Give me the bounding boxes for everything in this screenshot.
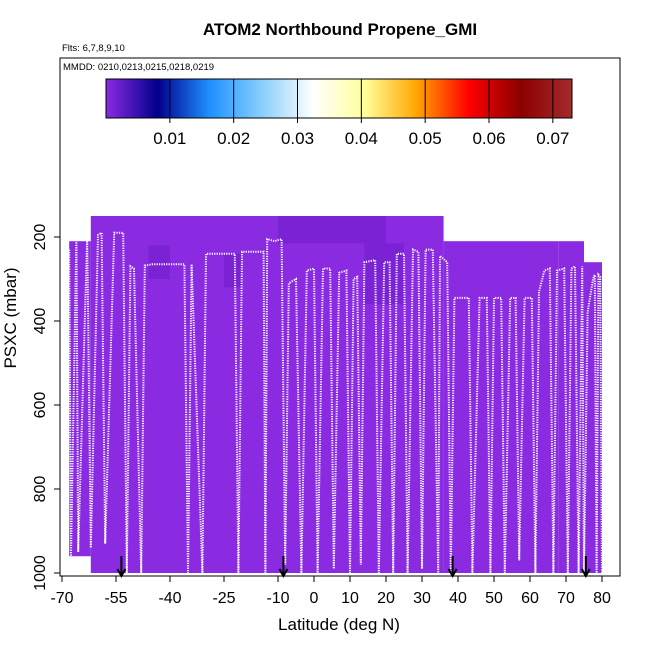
- colorbar-ticks: 0.01 0.02 0.03 0.04 0.05 0.06 0.07: [153, 79, 569, 148]
- x-axis-label: Latitude (deg N): [278, 615, 400, 634]
- field-patch: [148, 245, 170, 279]
- field-segment-flight-9: [558, 241, 584, 573]
- x-tick-label: 40: [449, 590, 467, 607]
- field-patch: [278, 216, 386, 244]
- y-axis: 200 400 600 800 1000: [32, 224, 60, 591]
- down-arrow-icon: [278, 556, 289, 579]
- colorbar-tick-label: 0.06: [472, 129, 505, 148]
- y-tick-label: 600: [32, 392, 49, 419]
- x-tick-label: -25: [212, 590, 235, 607]
- x-tick-label: 20: [377, 590, 395, 607]
- x-tick-label: 80: [593, 590, 611, 607]
- colorbar: 0.01 0.02 0.03 0.04 0.05 0.06 0.07: [105, 78, 573, 148]
- x-tick-label: 60: [521, 590, 539, 607]
- x-tick-label: 70: [557, 590, 575, 607]
- y-tick-label: 400: [32, 308, 49, 335]
- colorbar-tick-label: 0.04: [345, 129, 378, 148]
- chart-title: ATOM2 Northbound Propene_GMI: [203, 20, 477, 39]
- x-tick-label: 50: [485, 590, 503, 607]
- y-tick-label: 800: [32, 476, 49, 503]
- plot-area: MMDD: 0210,0213,0215,0218,0219: [59, 57, 621, 579]
- colorbar-tick-label: 0.05: [409, 129, 442, 148]
- dates-label: MMDD: 0210,0213,0215,0218,0219: [63, 62, 214, 73]
- colorbar-tick-label: 0.01: [153, 129, 186, 148]
- x-tick-label: 10: [341, 590, 359, 607]
- x-tick-label: 30: [413, 590, 431, 607]
- flight-arrows: [116, 556, 591, 579]
- x-tick-label: -55: [104, 590, 127, 607]
- x-tick-label: -10: [266, 590, 289, 607]
- y-tick-label: 200: [32, 224, 49, 251]
- flight-track: [68, 231, 603, 574]
- field-segment-flight-8: [443, 241, 559, 573]
- colorbar-tick-label: 0.02: [217, 129, 250, 148]
- plot-frame: [59, 57, 621, 577]
- down-arrow-icon: [580, 556, 591, 579]
- x-tick-label: -70: [50, 590, 73, 607]
- flights-label: Flts: 6,7,8,9,10: [62, 43, 125, 54]
- down-arrow-icon: [447, 556, 458, 579]
- y-tick-label: 1000: [32, 555, 49, 591]
- flight-track-line: [68, 231, 603, 574]
- y-axis-label: PSXC (mbar): [1, 267, 20, 368]
- colorbar-tick-label: 0.07: [536, 129, 569, 148]
- down-arrow-icon: [116, 556, 127, 579]
- x-axis: -70 -55 -40 -25 -10 0 10 20 30 40 50 60 70 80: [50, 576, 611, 607]
- colorbar-gradient: [105, 78, 573, 119]
- field-patch: [224, 253, 242, 288]
- colorbar-tick-label: 0.03: [281, 129, 314, 148]
- field-segment-flight-10: [584, 262, 602, 573]
- x-tick-label: -40: [158, 590, 181, 607]
- x-tick-label: 0: [310, 590, 319, 607]
